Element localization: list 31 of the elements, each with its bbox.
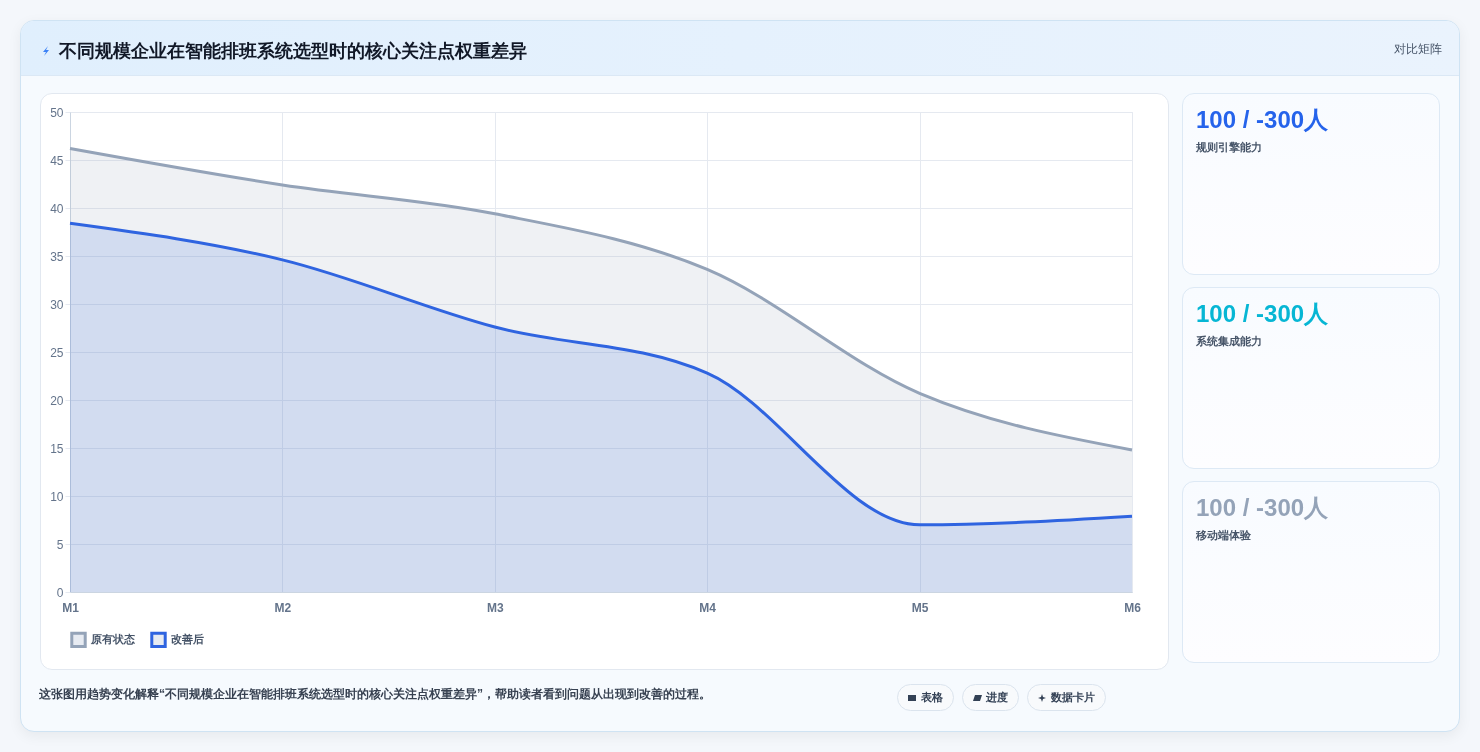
y-tick-label: 30 — [50, 297, 64, 312]
y-tick-label: 45 — [50, 153, 64, 168]
text: 100 / -300人 — [1196, 299, 1330, 329]
legend-label: 原有状态 — [90, 632, 136, 645]
y-tick-label: 5 — [56, 537, 64, 552]
y-tick-label: 35 — [50, 249, 64, 264]
x-tick-label: M1 — [62, 600, 80, 615]
y-tick-label: 20 — [50, 393, 64, 408]
x-tick-label: M2 — [274, 600, 292, 615]
y-tick-label: 25 — [50, 345, 64, 360]
x-tick-label: M4 — [699, 600, 717, 615]
text: 表格 — [921, 690, 943, 705]
y-tick-label: 15 — [50, 441, 64, 456]
text: 规则引擎能力 — [1196, 140, 1263, 155]
y-tick-label: 50 — [50, 105, 64, 120]
text: 系统集成能力 — [1196, 334, 1263, 349]
text: 数据卡片 — [1051, 690, 1095, 705]
x-tick-label: M6 — [1124, 600, 1142, 615]
text: 对比矩阵 — [1394, 41, 1442, 58]
text: 移动端体验 — [1196, 528, 1252, 543]
legend-label: 改善后 — [171, 632, 204, 645]
chart-title: 不同规模企业在智能排班系统选型时的核心关注点权重差异 — [59, 40, 527, 63]
x-tick-label: M5 — [911, 600, 929, 615]
x-tick-label: M3 — [486, 600, 504, 615]
y-tick-label: 0 — [56, 585, 64, 600]
text: 100 / -300人 — [1196, 105, 1330, 135]
text: 100 / -300人 — [1196, 493, 1330, 523]
text: 进度 — [986, 690, 1008, 705]
y-tick-label: 40 — [50, 201, 64, 216]
y-tick-label: 10 — [50, 489, 64, 504]
text: 这张图用趋势变化解释“不同规模企业在智能排班系统选型时的核心关注点权重差异”，帮助读者看到问题从出现到改善的过程。 — [39, 686, 712, 703]
